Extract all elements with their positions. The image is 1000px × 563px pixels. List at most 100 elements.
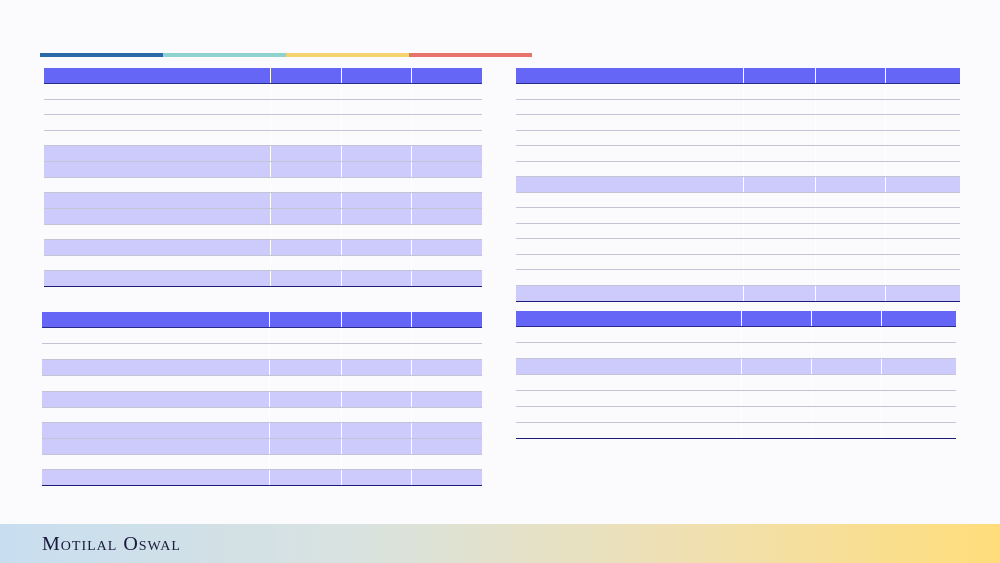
table-row (42, 375, 482, 392)
table-cell (42, 469, 269, 486)
table-cell (740, 342, 811, 359)
table-cell (814, 238, 885, 255)
table-row (44, 208, 482, 225)
table-cell (884, 207, 960, 224)
table-cell (410, 422, 482, 439)
table-row (44, 177, 482, 193)
table-cell (880, 374, 956, 391)
table-cell (742, 269, 815, 286)
table-cell (410, 391, 482, 408)
table-row (516, 145, 960, 162)
table-cell (340, 270, 411, 287)
table-row (42, 422, 482, 439)
table-cell (340, 145, 411, 162)
table-row (516, 269, 960, 286)
table-cell (410, 177, 482, 193)
table-cell (269, 177, 341, 193)
table-row (516, 130, 960, 146)
table-cell (410, 343, 482, 360)
table-cell (740, 326, 811, 343)
table-cell (814, 130, 885, 146)
table-cell (814, 83, 885, 100)
table-cell (884, 161, 960, 177)
table-cell (810, 326, 881, 343)
table-cell (44, 208, 270, 225)
table-cell (516, 269, 743, 286)
table-cell (884, 285, 960, 302)
column-header (880, 311, 956, 327)
table-cell (516, 238, 743, 255)
table-cell (880, 390, 956, 407)
financial-table-4 (516, 311, 956, 439)
table-cell (340, 208, 411, 225)
table-cell (516, 207, 743, 224)
table-cell (340, 224, 411, 240)
table-cell (340, 407, 411, 423)
table-row (516, 207, 960, 224)
table-cell (42, 391, 269, 408)
table-cell (814, 269, 885, 286)
table-cell (410, 454, 482, 470)
column-header (269, 68, 341, 84)
table-cell (884, 114, 960, 131)
column-header (268, 312, 341, 328)
table-cell (340, 255, 411, 271)
table-cell (269, 224, 341, 240)
table-cell (269, 114, 341, 131)
column-header (340, 312, 411, 328)
table-cell (814, 207, 885, 224)
table-cell (740, 358, 811, 375)
table-row (516, 326, 956, 343)
table-cell (516, 83, 743, 100)
table-cell (340, 375, 411, 392)
financial-table-1 (44, 68, 482, 287)
table-cell (814, 192, 885, 208)
table-cell (742, 238, 815, 255)
table-cell (884, 269, 960, 286)
table-cell (810, 406, 881, 423)
table-cell (742, 192, 815, 208)
table-cell (516, 358, 741, 375)
table-row (44, 145, 482, 162)
table-cell (269, 161, 341, 178)
table-row (44, 224, 482, 240)
table-row (516, 358, 956, 375)
table-row (42, 343, 482, 360)
table-cell (410, 239, 482, 256)
table-row (44, 114, 482, 131)
table-cell (269, 255, 341, 271)
table-cell (42, 359, 269, 376)
table-cell (44, 130, 270, 146)
column-header (42, 312, 269, 328)
table-cell (268, 454, 341, 470)
table-cell (410, 83, 482, 100)
table-cell (884, 145, 960, 162)
table-row (516, 83, 960, 100)
table-cell (516, 114, 743, 131)
table-cell (268, 375, 341, 392)
table-cell (516, 374, 741, 391)
table-cell (340, 359, 411, 376)
table-cell (516, 406, 741, 423)
table-cell (268, 391, 341, 408)
table-cell (810, 390, 881, 407)
table-cell (884, 223, 960, 239)
table-cell (742, 176, 815, 193)
table-row (44, 239, 482, 256)
table-row (42, 438, 482, 455)
table-cell (410, 270, 482, 287)
table-cell (880, 326, 956, 343)
table-row (516, 342, 956, 359)
accent-bar (40, 53, 532, 57)
column-header (740, 311, 811, 327)
table-row (44, 99, 482, 115)
table-cell (742, 99, 815, 115)
table-cell (410, 114, 482, 131)
table-row (42, 359, 482, 376)
table-cell (269, 270, 341, 287)
table-cell (740, 422, 811, 439)
table-cell (340, 83, 411, 100)
table-cell (740, 374, 811, 391)
table-cell (516, 176, 743, 193)
column-header (742, 68, 815, 84)
